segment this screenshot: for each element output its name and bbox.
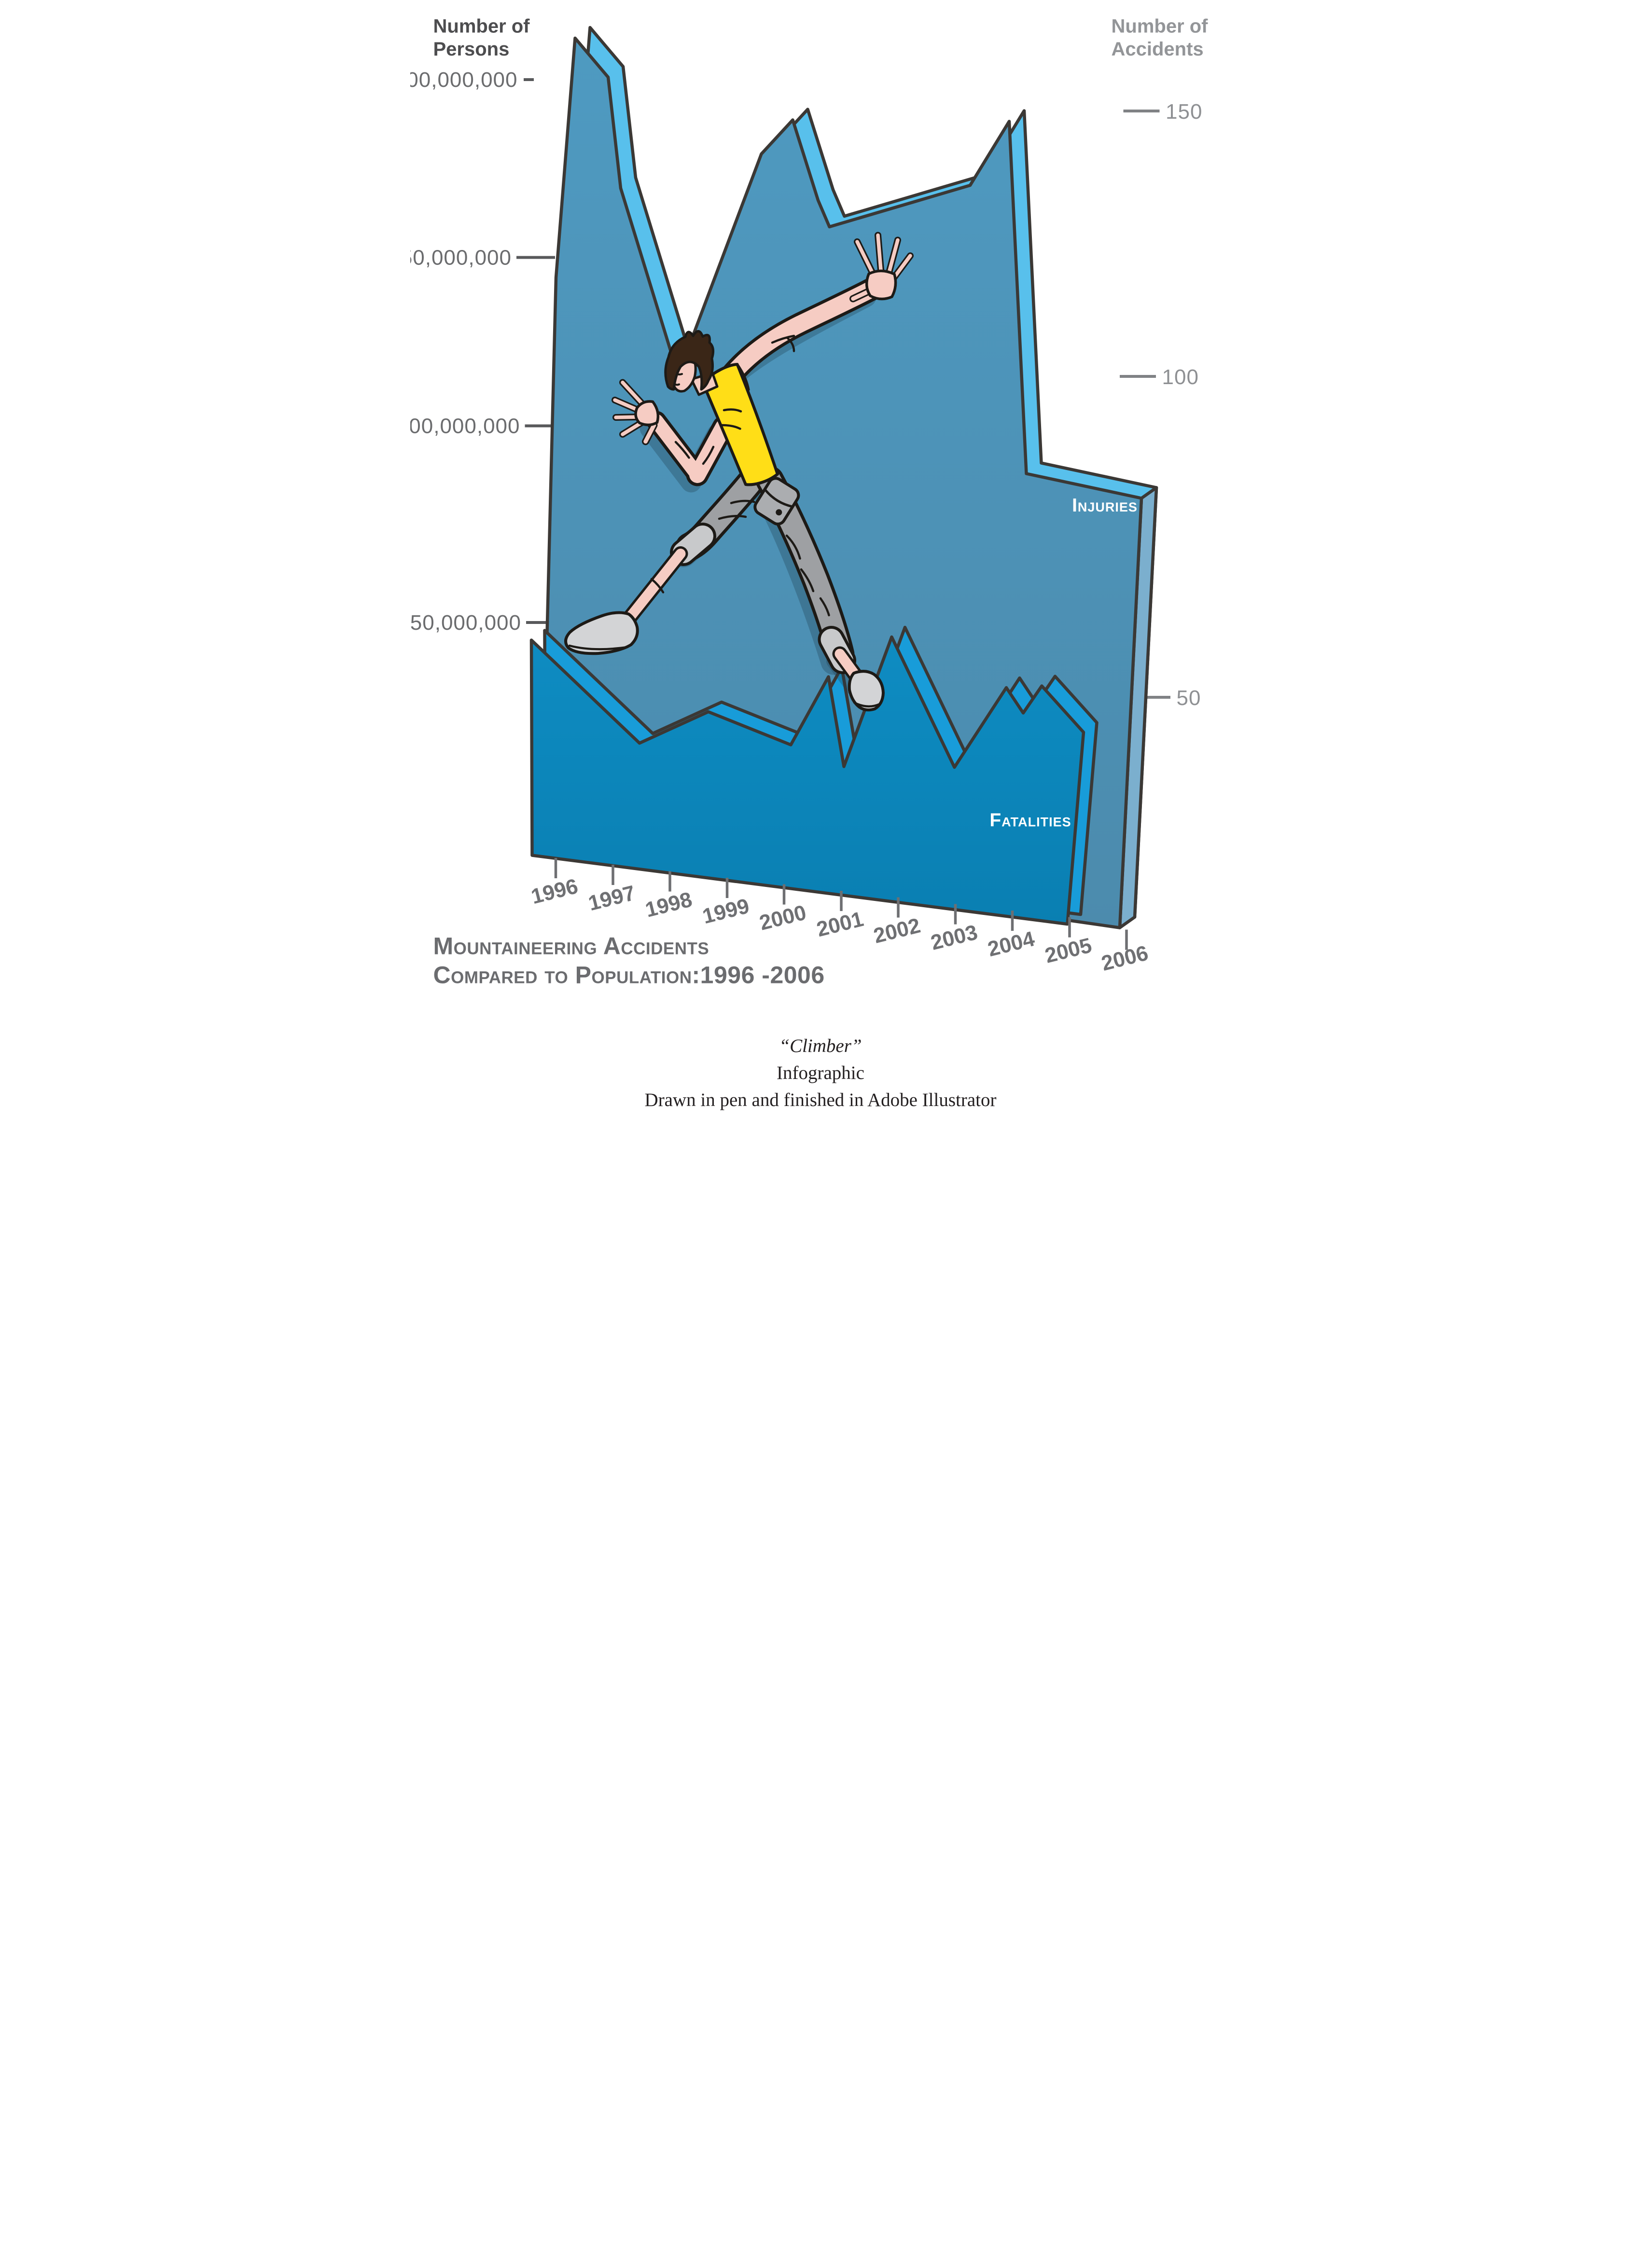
year-label-1999: 1999 [700,894,752,928]
right-axis: Number of Accidents 150 100 50 [1112,16,1209,710]
injuries-label: Injuries [1072,495,1138,516]
left-shoe [564,611,639,655]
climber-infographic: Number of Persons 200,000,000 150,000,00… [410,16,1209,1111]
left-hand [612,379,660,445]
hip-pack [753,477,800,526]
year-label-1996: 1996 [529,874,581,909]
hair [664,330,715,391]
fatalities-area: Fatalities [529,625,1099,926]
torso-tank-top [701,363,779,486]
left-axis-title-line1: Number of [433,16,530,37]
left-axis-title-line2: Persons [433,39,510,60]
left-forearm [649,414,705,482]
year-label-2000: 2000 [757,900,809,935]
injuries-front-face [540,36,1143,929]
right-tick-label-50: 50 [1177,686,1201,710]
left-tick-label-150m: 150,000,000 [410,246,512,270]
right-tick-label-150: 150 [1166,100,1202,124]
year-label-2006: 2006 [1099,941,1151,975]
chart-title-line1: Mountaineering Accidents [433,933,709,960]
right-hand [849,232,914,303]
right-axis-title-line2: Accidents [1112,39,1204,60]
year-label-1998: 1998 [643,887,695,922]
year-label-2004: 2004 [986,927,1037,961]
year-label-2003: 2003 [929,920,980,954]
year-axis [554,858,1128,950]
year-label-2005: 2005 [1043,933,1094,968]
caption-line2: Infographic [777,1063,864,1083]
year-label-2002: 2002 [871,913,923,948]
figure-detail-lines [650,334,830,617]
right-shoe-sole-line [853,701,881,707]
left-tick-label-50m: 50,000,000 [410,611,521,635]
year-label-1997: 1997 [586,881,638,915]
left-axis: Number of Persons 200,000,000 150,000,00… [410,16,557,635]
climber-figure [564,232,914,712]
caption: “Climber” Infographic Drawn in pen and f… [645,1036,997,1110]
chart-title: Mountaineering Accidents Compared to Pop… [433,933,825,989]
tank-armhole-line [736,363,750,391]
left-shin [624,549,686,624]
right-axis-title-line1: Number of [1112,16,1209,37]
caption-line3: Drawn in pen and finished in Adobe Illus… [645,1090,997,1110]
left-tick-label-100m: 100,000,000 [410,415,520,438]
fatalities-label: Fatalities [989,810,1071,831]
right-tick-label-100: 100 [1162,365,1199,389]
left-shoe-sole-line [568,644,629,650]
chart-title-line2: Compared to Population:1996 -2006 [433,962,825,989]
year-label-2001: 2001 [814,907,866,941]
infographic-page: Number of Persons 200,000,000 150,000,00… [410,0,1231,1134]
left-tick-label-200m: 200,000,000 [410,68,518,92]
right-shoe [848,670,885,712]
caption-line1: “Climber” [779,1036,862,1056]
fatalities-front-face [529,635,1085,926]
